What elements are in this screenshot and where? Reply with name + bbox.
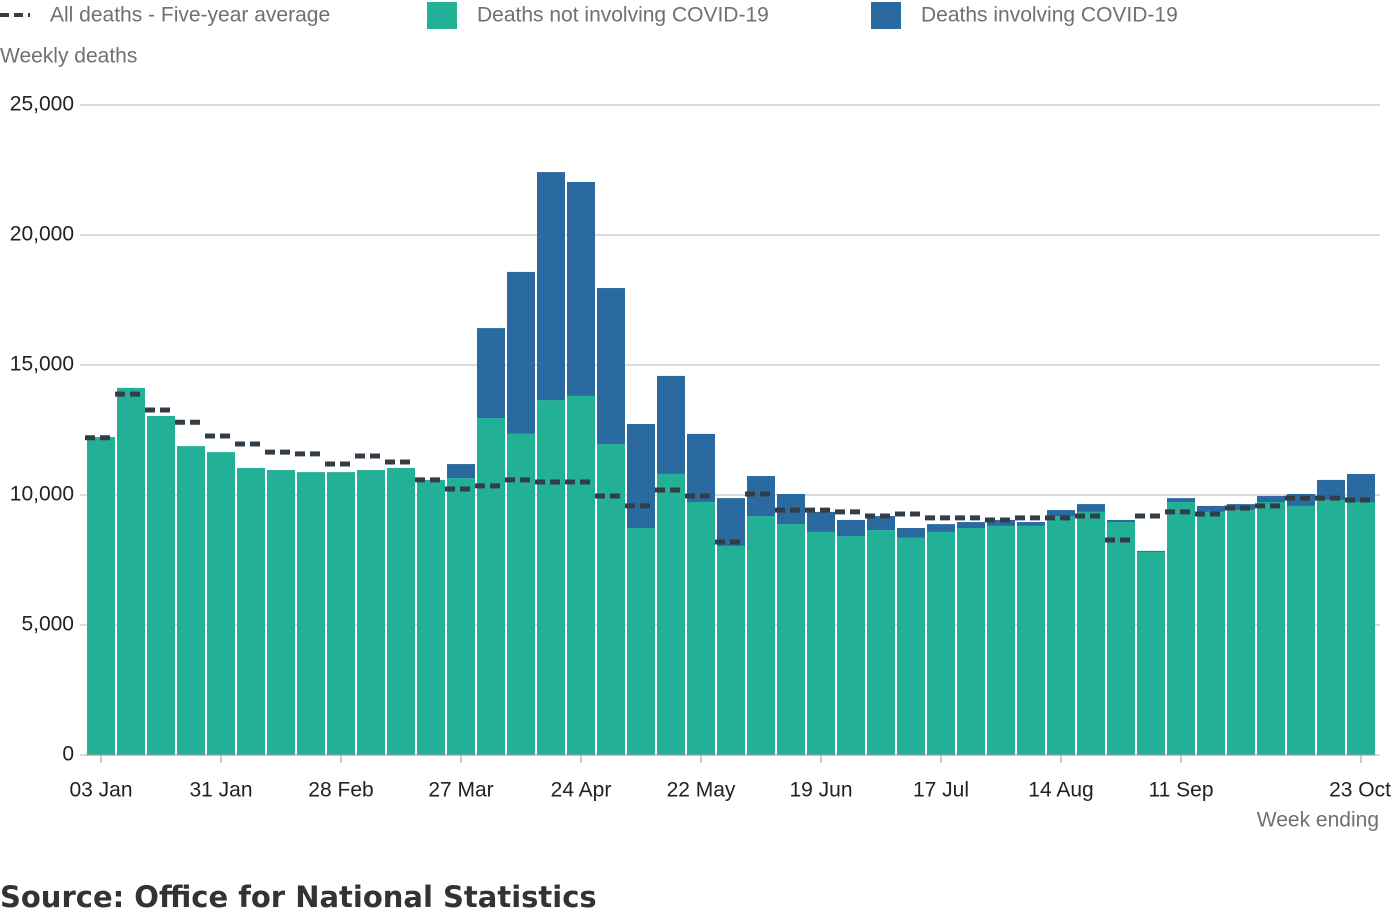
bar bbox=[717, 545, 745, 755]
x-tick-label: 24 Apr bbox=[551, 779, 612, 802]
bar bbox=[417, 479, 445, 755]
legend-label: Deaths involving COVID-19 bbox=[921, 4, 1178, 27]
bar bbox=[657, 473, 685, 755]
bar bbox=[477, 418, 505, 755]
bar bbox=[867, 516, 895, 531]
legend-swatch bbox=[427, 2, 457, 29]
x-tick-label: 17 Jul bbox=[913, 779, 969, 802]
bar bbox=[207, 452, 235, 755]
x-tick-label: 28 Feb bbox=[308, 779, 373, 802]
bar bbox=[297, 472, 325, 755]
bar bbox=[117, 387, 145, 755]
bar bbox=[597, 288, 625, 445]
bar bbox=[87, 437, 115, 755]
bar bbox=[687, 433, 715, 503]
bar bbox=[717, 498, 745, 546]
bar bbox=[1347, 473, 1375, 503]
bar bbox=[897, 528, 925, 538]
x-tick-label: 31 Jan bbox=[189, 779, 252, 802]
bar bbox=[627, 528, 655, 755]
bar bbox=[597, 444, 625, 755]
y-tick-label: 20,000 bbox=[10, 223, 74, 246]
x-tick-label: 23 Oct bbox=[1329, 779, 1391, 802]
bar bbox=[1197, 511, 1225, 755]
x-tick-label: 03 Jan bbox=[69, 779, 132, 802]
bar bbox=[1017, 522, 1045, 526]
x-axis-label: Week ending bbox=[1257, 809, 1379, 832]
bar bbox=[627, 424, 655, 529]
bar bbox=[1047, 510, 1075, 517]
bar bbox=[357, 470, 385, 755]
bar bbox=[1347, 502, 1375, 755]
legend-swatch bbox=[871, 2, 901, 29]
bar bbox=[987, 525, 1015, 755]
x-tick-label: 27 Mar bbox=[428, 779, 493, 802]
bar bbox=[537, 400, 565, 755]
x-tick-label: 14 Aug bbox=[1028, 779, 1093, 802]
bar bbox=[447, 478, 475, 755]
bar bbox=[1107, 519, 1135, 523]
bar bbox=[867, 530, 895, 755]
bar bbox=[507, 433, 535, 755]
y-tick-label: 0 bbox=[62, 743, 74, 766]
y-tick-label: 25,000 bbox=[10, 93, 74, 116]
bar bbox=[1077, 504, 1105, 512]
bar bbox=[1257, 496, 1285, 503]
bar bbox=[1167, 498, 1195, 503]
legend-label: Deaths not involving COVID-19 bbox=[477, 4, 769, 27]
bar bbox=[1137, 550, 1165, 552]
bar bbox=[747, 516, 775, 755]
bar bbox=[1167, 502, 1195, 755]
bar bbox=[1017, 525, 1045, 755]
bar bbox=[477, 328, 505, 419]
bar bbox=[927, 531, 955, 755]
bar bbox=[147, 415, 175, 755]
source: Source: Office for National Statistics bbox=[0, 880, 597, 912]
bar bbox=[447, 464, 475, 479]
bar bbox=[387, 467, 415, 755]
bar bbox=[837, 536, 865, 755]
bar bbox=[807, 531, 835, 755]
bar bbox=[837, 519, 865, 537]
bar bbox=[567, 181, 595, 396]
x-tick-label: 19 Jun bbox=[789, 779, 852, 802]
bar bbox=[957, 528, 985, 755]
bar bbox=[1317, 479, 1345, 500]
bar bbox=[807, 511, 835, 532]
bar bbox=[537, 172, 565, 401]
bar bbox=[1077, 511, 1105, 755]
x-tick-label: 22 May bbox=[667, 779, 736, 802]
bar bbox=[657, 375, 685, 474]
bar bbox=[177, 446, 205, 755]
bar bbox=[987, 519, 1015, 526]
x-tick-label: 11 Sep bbox=[1149, 779, 1214, 802]
bar bbox=[1137, 551, 1165, 755]
bar bbox=[1257, 502, 1285, 755]
bar bbox=[1287, 505, 1315, 755]
bar bbox=[237, 467, 265, 755]
bar bbox=[327, 472, 355, 755]
bar bbox=[957, 522, 985, 529]
bar bbox=[507, 271, 535, 434]
y-tick-label: 5,000 bbox=[21, 613, 74, 636]
bar bbox=[927, 524, 955, 532]
bar bbox=[567, 395, 595, 755]
legend-label: All deaths - Five-year average bbox=[50, 4, 330, 27]
bar bbox=[1197, 505, 1225, 512]
y-tick-label: 15,000 bbox=[10, 353, 74, 376]
bar bbox=[1047, 516, 1075, 755]
bar bbox=[1107, 522, 1135, 755]
y-axis-label: Weekly deaths bbox=[0, 45, 137, 68]
y-tick-label: 10,000 bbox=[10, 483, 74, 506]
bar bbox=[1317, 499, 1345, 755]
bar bbox=[1227, 510, 1255, 755]
bar bbox=[777, 524, 805, 755]
bar bbox=[687, 502, 715, 755]
bar bbox=[897, 537, 925, 755]
bar bbox=[267, 470, 295, 755]
